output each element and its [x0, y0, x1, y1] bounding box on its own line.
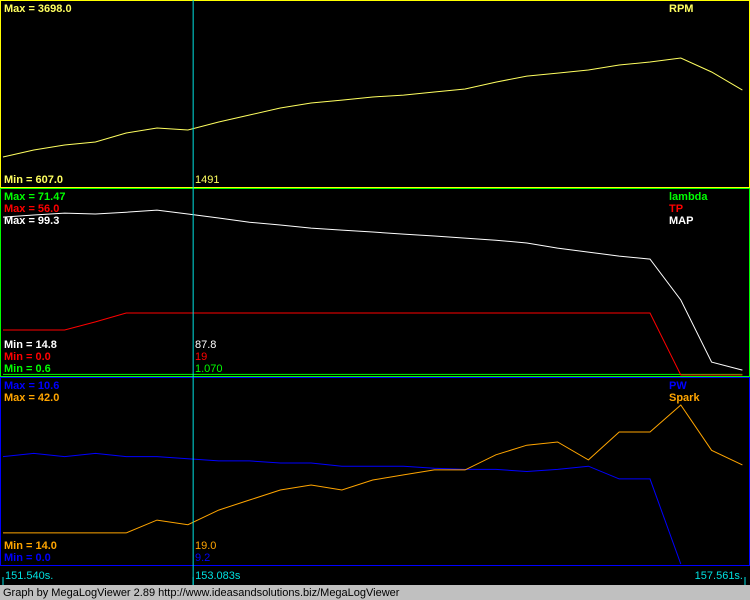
- x-tick-label: 151.540s.: [5, 570, 53, 582]
- series-name: PW: [669, 380, 687, 392]
- min-label: Min = 607.0: [4, 174, 63, 186]
- max-label: Max = 3698.0: [4, 3, 72, 15]
- cursor-value: 1.070: [195, 363, 223, 375]
- cursor-value: 1491: [195, 174, 219, 186]
- series-name: Spark: [669, 392, 700, 404]
- min-label: Min = 14.8: [4, 339, 57, 351]
- cursor-value: 19.0: [195, 540, 216, 552]
- cursor-value: 87.8: [195, 339, 216, 351]
- series-line: [2, 57, 743, 158]
- cursor-value: 9.2: [195, 552, 210, 564]
- series-name: lambda: [669, 191, 708, 203]
- max-label: Max = 99.3: [4, 215, 59, 227]
- series-name: RPM: [669, 3, 693, 15]
- max-label: Max = 71.47: [4, 191, 65, 203]
- footer-bar: [0, 585, 750, 600]
- max-label: Max = 42.0: [4, 392, 59, 404]
- max-label: Max = 56.0: [4, 203, 59, 215]
- series-line: [2, 452, 682, 565]
- series-line: [2, 209, 743, 371]
- footer-text: Graph by MegaLogViewer 2.89 http://www.i…: [3, 587, 400, 599]
- series-name: MAP: [669, 215, 693, 227]
- cursor-value: 19: [195, 351, 207, 363]
- min-label: Min = 14.0: [4, 540, 57, 552]
- series-line: [3, 404, 743, 534]
- min-label: Min = 0.6: [4, 363, 51, 375]
- x-tick-label: 153.083s: [195, 570, 241, 582]
- series-line: [3, 312, 743, 376]
- series-name: TP: [669, 203, 683, 215]
- x-tick-label: 157.561s.: [695, 570, 743, 582]
- max-label: Max = 10.6: [4, 380, 59, 392]
- min-label: Min = 0.0: [4, 351, 51, 363]
- min-label: Min = 0.0: [4, 552, 51, 564]
